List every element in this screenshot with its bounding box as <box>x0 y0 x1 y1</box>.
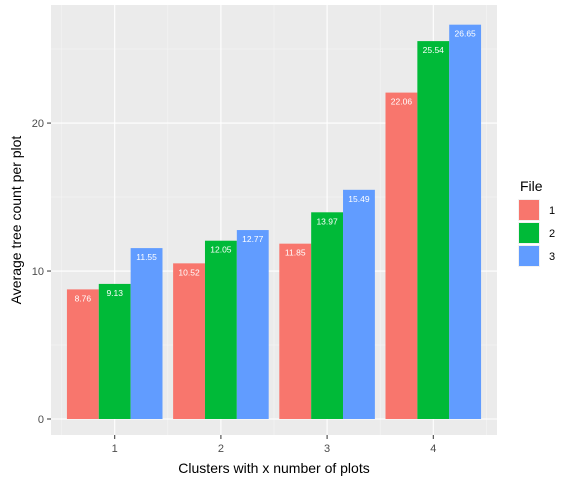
bar <box>130 248 163 419</box>
bar <box>417 41 450 419</box>
bar-data-label: 22.06 <box>391 97 413 107</box>
y-tick-label: 20 <box>32 118 44 130</box>
bar <box>204 240 237 419</box>
x-tick-label: 3 <box>324 443 330 455</box>
bar <box>98 283 131 419</box>
bar-labels: 8.76 9.13 11.55 10.52 12.05 12.77 11.85 13.97 15… <box>75 29 476 304</box>
legend-key <box>519 223 539 243</box>
bar-data-label: 15.49 <box>348 194 370 204</box>
bar <box>311 212 344 419</box>
bar-data-label: 12.77 <box>242 234 264 244</box>
bar-data-label: 9.13 <box>106 288 123 298</box>
bar-data-label: 11.55 <box>136 252 157 262</box>
legend-label: 3 <box>549 251 555 263</box>
y-axis: 0 10 20 <box>32 118 51 426</box>
bar-data-label: 13.97 <box>316 216 338 226</box>
bars <box>66 24 482 420</box>
bar-data-label: 11.85 <box>285 248 306 258</box>
bar <box>449 24 482 420</box>
x-tick-label: 1 <box>112 443 118 455</box>
legend-key <box>519 200 539 220</box>
legend-label: 2 <box>549 228 555 240</box>
legend-title: File <box>520 178 543 194</box>
bar <box>279 243 312 419</box>
bar <box>66 289 99 419</box>
bar-data-label: 26.65 <box>455 29 477 39</box>
x-tick-label: 2 <box>218 443 224 455</box>
y-axis-title: Average tree count per plot <box>8 136 24 305</box>
x-axis-title: Clusters with x number of plots <box>178 460 369 476</box>
bar <box>343 189 375 419</box>
bar-data-label: 12.05 <box>210 245 232 255</box>
y-tick-label: 10 <box>32 266 44 278</box>
x-tick-label: 4 <box>430 443 436 455</box>
legend-key <box>519 246 539 266</box>
bar <box>236 230 269 419</box>
y-tick-label: 0 <box>38 414 44 426</box>
bar-data-label: 10.52 <box>178 267 200 277</box>
bar-data-label: 8.76 <box>75 293 92 303</box>
legend: File 1 2 3 <box>518 178 555 267</box>
legend-label: 1 <box>549 205 555 217</box>
bar <box>385 92 418 419</box>
x-axis: 1 2 3 4 <box>112 435 436 455</box>
bar <box>173 263 205 419</box>
bar-data-label: 25.54 <box>423 45 445 55</box>
